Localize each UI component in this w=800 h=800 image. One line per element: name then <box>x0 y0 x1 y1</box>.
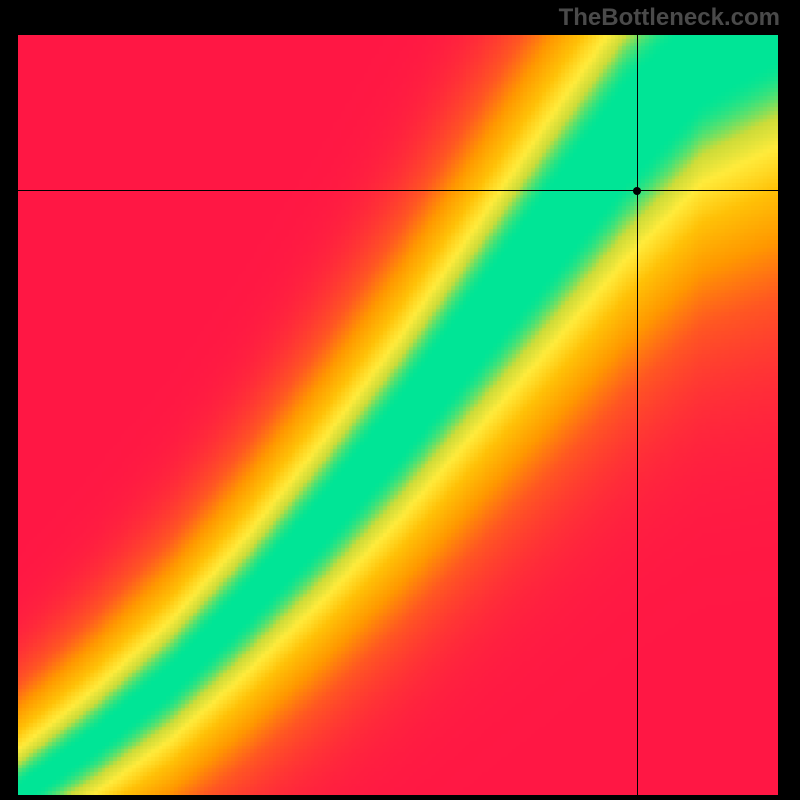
crosshair-vertical <box>637 35 638 795</box>
watermark-text: TheBottleneck.com <box>559 4 780 32</box>
chart-container: TheBottleneck.com <box>0 0 800 800</box>
bottleneck-heatmap <box>18 35 778 795</box>
crosshair-horizontal <box>18 190 778 191</box>
crosshair-marker-point <box>633 187 641 195</box>
